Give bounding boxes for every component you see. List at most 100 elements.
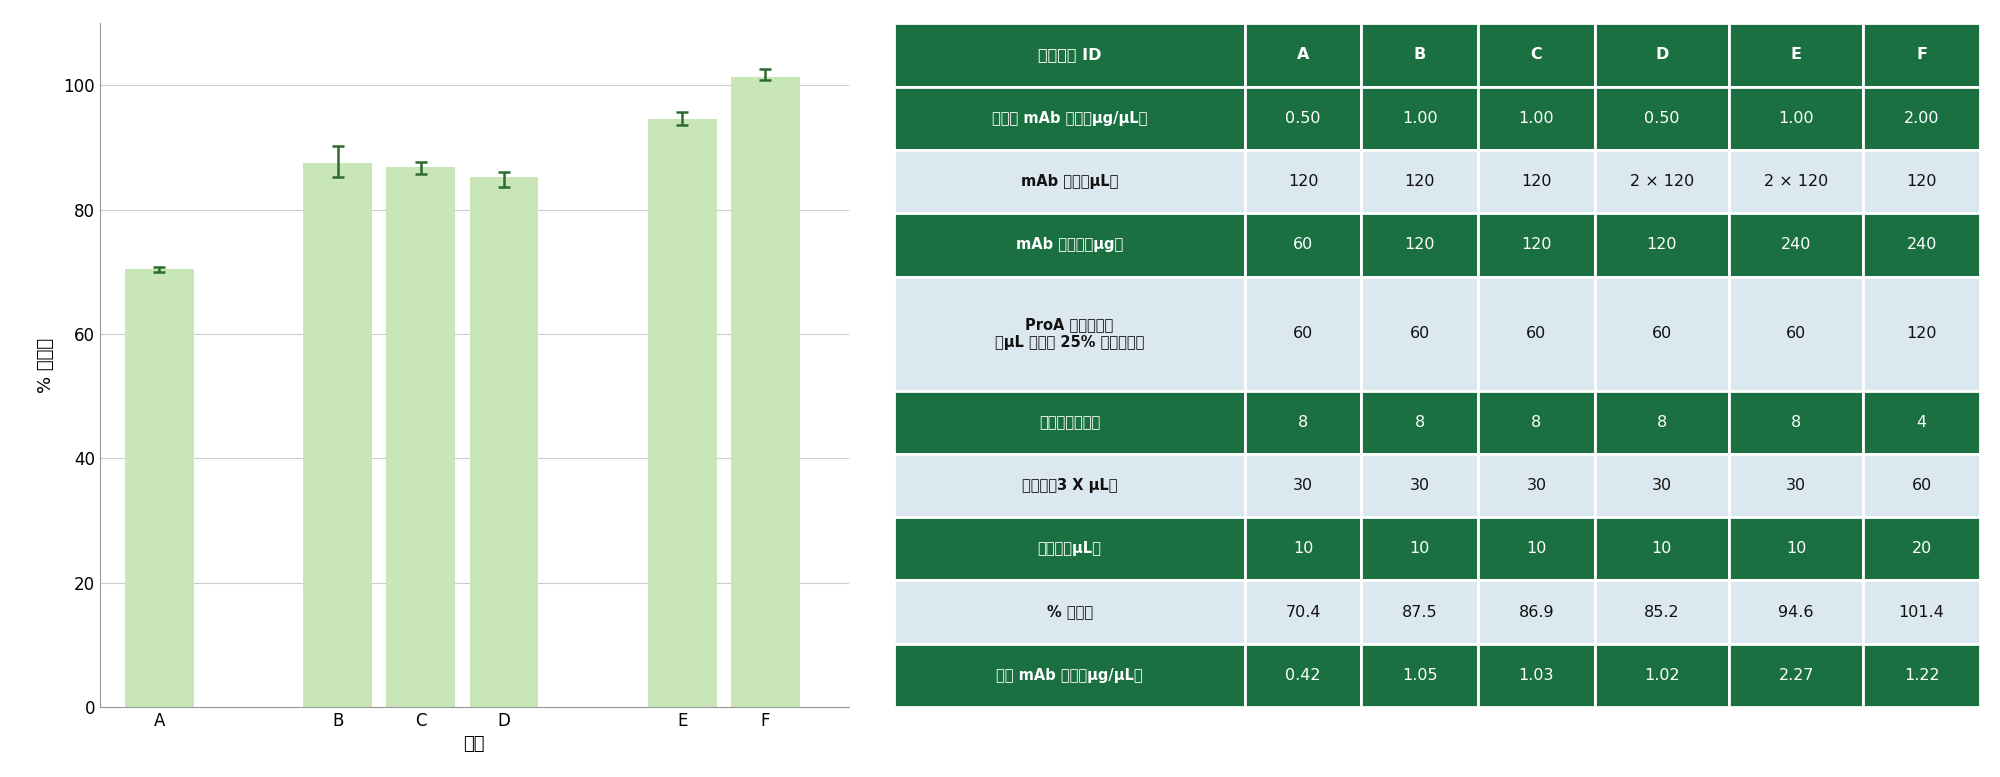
X-axis label: 実験: 実験 (464, 736, 486, 754)
Bar (1864, 580, 1980, 644)
Text: 0.50: 0.50 (1644, 111, 1680, 126)
Text: 94.6: 94.6 (1778, 605, 1814, 619)
Text: 60: 60 (1292, 326, 1314, 341)
Text: 4: 4 (1916, 415, 1926, 430)
Text: 2 × 120: 2 × 120 (1764, 174, 1828, 189)
Text: 1.22: 1.22 (1904, 668, 1940, 683)
Bar (1244, 580, 1362, 644)
Bar (470, 177, 538, 707)
Text: 120: 120 (1404, 174, 1434, 189)
Text: 10: 10 (1786, 542, 1806, 556)
Bar (1244, 23, 1362, 86)
Text: D: D (1656, 47, 1668, 62)
Bar (1362, 213, 1478, 277)
Bar (1244, 86, 1362, 150)
Text: 1.05: 1.05 (1402, 668, 1438, 683)
Text: 8: 8 (1532, 415, 1542, 430)
Bar (386, 167, 456, 707)
Text: 1.03: 1.03 (1518, 668, 1554, 683)
Text: 精製 mAb 濃度（µg/µL）: 精製 mAb 濃度（µg/µL） (996, 668, 1142, 683)
Text: 8: 8 (1414, 415, 1424, 430)
Bar (1864, 391, 1980, 454)
Bar (1864, 517, 1980, 580)
Text: 87.5: 87.5 (1402, 605, 1438, 619)
Text: 液相と固相の比: 液相と固相の比 (1038, 415, 1100, 430)
Text: 60: 60 (1652, 326, 1672, 341)
Bar (1362, 150, 1478, 213)
Bar (1478, 277, 1594, 391)
Bar (1864, 644, 1980, 707)
Bar (1362, 23, 1478, 86)
Bar (1362, 580, 1478, 644)
Bar (1864, 454, 1980, 517)
Text: 8: 8 (1298, 415, 1308, 430)
Bar (648, 119, 716, 707)
Text: 10: 10 (1526, 542, 1546, 556)
Text: 1.02: 1.02 (1644, 668, 1680, 683)
Bar (894, 23, 1244, 86)
Text: 240: 240 (1906, 238, 1936, 253)
Bar (1594, 644, 1730, 707)
Text: 10: 10 (1292, 542, 1314, 556)
Bar (1244, 644, 1362, 707)
Bar (894, 644, 1244, 707)
Bar (1730, 213, 1864, 277)
Text: F: F (1916, 47, 1928, 62)
Text: 10: 10 (1410, 542, 1430, 556)
Text: 8: 8 (1656, 415, 1668, 430)
Bar (304, 163, 372, 707)
Bar (1362, 277, 1478, 391)
Bar (1478, 517, 1594, 580)
Bar (1362, 454, 1478, 517)
Text: 60: 60 (1526, 326, 1546, 341)
Bar (1594, 580, 1730, 644)
Bar (1244, 517, 1362, 580)
Text: 120: 120 (1906, 174, 1936, 189)
Bar (1244, 277, 1362, 391)
Bar (1594, 391, 1730, 454)
Text: 120: 120 (1288, 174, 1318, 189)
Bar (1244, 391, 1362, 454)
Text: 0.42: 0.42 (1286, 668, 1320, 683)
Bar (1864, 213, 1980, 277)
Bar (1478, 580, 1594, 644)
Bar (1244, 454, 1362, 517)
Text: 20: 20 (1912, 542, 1932, 556)
Text: チャート ID: チャート ID (1038, 47, 1102, 62)
Bar (1478, 213, 1594, 277)
Text: 120: 120 (1522, 238, 1552, 253)
Bar (1244, 150, 1362, 213)
Bar (1594, 23, 1730, 86)
Text: 120: 120 (1404, 238, 1434, 253)
Text: 10: 10 (1652, 542, 1672, 556)
Text: 30: 30 (1292, 478, 1314, 493)
Text: 120: 120 (1522, 174, 1552, 189)
Text: 30: 30 (1526, 478, 1546, 493)
Text: ProA 培地の容量
（µL 単位， 25% スラリー）: ProA 培地の容量 （µL 単位， 25% スラリー） (994, 317, 1144, 350)
Bar (124, 270, 194, 707)
Bar (894, 150, 1244, 213)
Text: 120: 120 (1906, 326, 1936, 341)
Bar (1864, 86, 1980, 150)
Text: % 回収率: % 回収率 (1046, 605, 1092, 619)
Bar (1362, 644, 1478, 707)
Text: 60: 60 (1292, 238, 1314, 253)
Bar (894, 213, 1244, 277)
Bar (1730, 150, 1864, 213)
Bar (1864, 23, 1980, 86)
Text: 60: 60 (1912, 478, 1932, 493)
Bar (1362, 391, 1478, 454)
Bar (1594, 213, 1730, 277)
Bar (1478, 644, 1594, 707)
Text: mAb 容量（µL）: mAb 容量（µL） (1020, 174, 1118, 189)
Text: 中和量（µL）: 中和量（µL） (1038, 542, 1102, 556)
Text: 2.27: 2.27 (1778, 668, 1814, 683)
Y-axis label: % 回収率: % 回収率 (38, 338, 56, 392)
Bar (894, 454, 1244, 517)
Bar (1244, 213, 1362, 277)
Text: 101.4: 101.4 (1898, 605, 1944, 619)
Bar (1730, 86, 1864, 150)
Text: 120: 120 (1646, 238, 1678, 253)
Text: 70.4: 70.4 (1286, 605, 1320, 619)
Bar (1594, 86, 1730, 150)
